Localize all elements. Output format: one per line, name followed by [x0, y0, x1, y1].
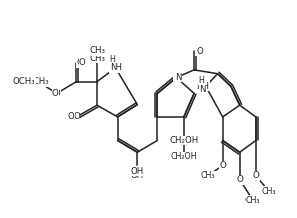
Text: O: O [53, 89, 60, 98]
Text: CH₃: CH₃ [199, 171, 215, 180]
Text: CH₃: CH₃ [245, 196, 261, 205]
Text: OH: OH [131, 167, 144, 176]
Text: O: O [219, 161, 226, 170]
Text: CH₃: CH₃ [246, 196, 260, 205]
Text: N: N [199, 85, 206, 94]
Text: OCH₃: OCH₃ [12, 77, 35, 86]
Text: O: O [52, 89, 59, 98]
Text: O: O [77, 58, 83, 67]
Text: O: O [79, 58, 86, 67]
Text: OCH₃: OCH₃ [27, 77, 50, 86]
Text: O: O [68, 112, 75, 121]
Text: H: H [198, 76, 204, 85]
Text: O: O [252, 171, 259, 180]
Text: CH₃: CH₃ [89, 46, 105, 55]
Text: CH₃: CH₃ [200, 171, 215, 180]
Text: N: N [110, 63, 116, 72]
Text: O: O [195, 46, 202, 56]
Text: O: O [252, 171, 259, 180]
Text: O: O [196, 46, 203, 56]
Text: O: O [236, 175, 243, 184]
Text: CH₂OH: CH₂OH [170, 152, 197, 161]
Text: O: O [73, 112, 80, 121]
Text: CH₃: CH₃ [262, 187, 277, 196]
Text: H: H [110, 55, 116, 64]
Text: CH₂OH: CH₂OH [169, 136, 198, 145]
Text: NH: NH [109, 63, 122, 72]
Text: CH₃: CH₃ [261, 187, 277, 196]
Text: NH: NH [196, 82, 209, 91]
Text: N: N [173, 73, 180, 82]
Text: OH: OH [131, 171, 144, 180]
Text: O: O [219, 161, 226, 170]
Text: N: N [175, 73, 181, 82]
Text: CH₃: CH₃ [89, 54, 105, 63]
Text: O: O [236, 175, 243, 184]
